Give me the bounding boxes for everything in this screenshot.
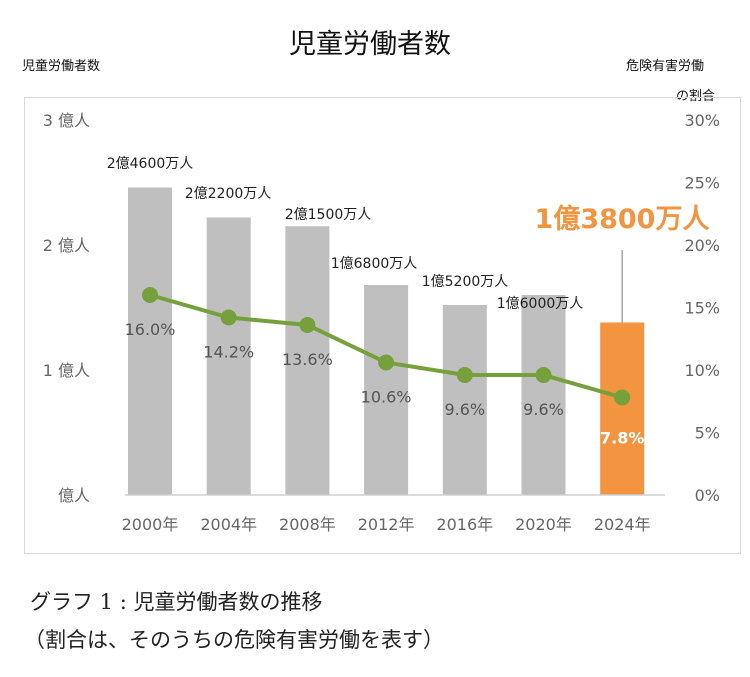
line-point	[299, 317, 316, 333]
bar	[521, 295, 566, 495]
bar-data-label: 2億1500万人	[285, 207, 372, 223]
caption-line1: グラフ 1 : 児童労働者数の推移	[30, 590, 323, 614]
line-point	[456, 367, 473, 383]
bar-data-label: 1億6000万人	[497, 296, 584, 312]
chart-frame	[24, 97, 741, 554]
line-point	[220, 309, 237, 326]
right-tick-label: 20%	[684, 236, 720, 255]
bar-data-label: 1億5200万人	[422, 274, 509, 290]
line-point	[142, 287, 158, 303]
x-tick-label: 2000年	[122, 515, 179, 534]
x-tick-label: 2016年	[436, 515, 493, 534]
right-tick-label: 30%	[684, 111, 720, 130]
x-tick-label: 2012年	[358, 515, 415, 534]
left-tick-label: 3 億人	[43, 111, 90, 130]
bar-data-label-highlight: 1億3800万人	[535, 204, 710, 235]
x-tick-label: 2020年	[515, 515, 572, 534]
line-data-label: 9.6%	[444, 400, 485, 419]
left-tick-label: 億人	[58, 486, 90, 505]
bar	[364, 285, 409, 495]
bar-data-label: 2億2200万人	[185, 186, 272, 202]
line-data-label: 14.2%	[203, 343, 254, 362]
line-point	[535, 367, 552, 383]
line-data-label: 13.6%	[282, 350, 333, 369]
caption-line2: （割合は、そのうちの危険有害労働を表す）	[24, 628, 444, 652]
bar-data-label: 2億4600万人	[107, 156, 194, 172]
line-data-label: 7.8%	[600, 429, 644, 448]
line-data-label: 10.6%	[361, 388, 412, 407]
bar	[285, 226, 330, 495]
bar	[442, 305, 487, 495]
x-tick-label: 2008年	[279, 515, 336, 534]
line-data-label: 16.0%	[125, 320, 176, 339]
bar-data-label: 1億6800万人	[331, 256, 418, 272]
x-tick-label: 2024年	[594, 515, 651, 534]
line-point	[378, 354, 395, 371]
bar	[206, 217, 251, 495]
left-tick-label: 2 億人	[43, 236, 90, 255]
chart-title: 児童労働者数	[289, 29, 451, 60]
bar	[128, 187, 172, 495]
line-point	[614, 389, 631, 406]
line-data-label: 9.6%	[523, 400, 564, 419]
right-tick-label: 25%	[684, 174, 720, 193]
right-tick-label: 0%	[695, 486, 720, 505]
right-axis-title-line1: 危険有害労働	[626, 59, 705, 74]
x-tick-label: 2004年	[200, 515, 257, 534]
bar	[600, 322, 645, 495]
right-axis-title-line2: の割合	[676, 89, 716, 104]
left-axis-title: 児童労働者数	[22, 59, 101, 74]
right-tick-label: 15%	[684, 299, 720, 318]
left-tick-label: 1 億人	[43, 361, 90, 380]
right-tick-label: 5%	[695, 424, 720, 443]
right-tick-label: 10%	[684, 361, 720, 380]
